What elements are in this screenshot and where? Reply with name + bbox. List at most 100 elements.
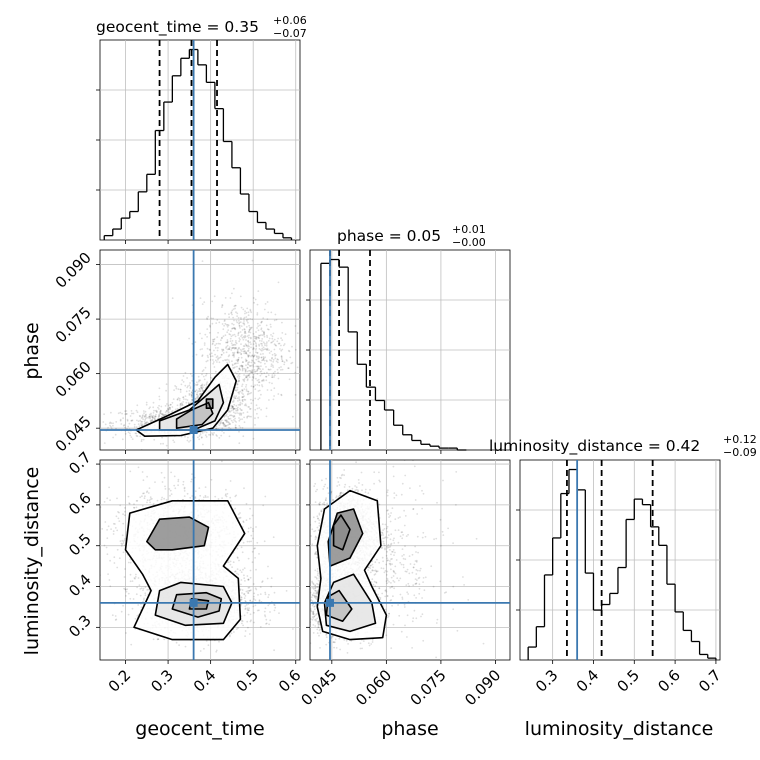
sample-point-geocent-time-vs-luminosity-distance bbox=[131, 580, 134, 582]
sample-point-geocent-time-vs-phase bbox=[226, 344, 229, 347]
sample-point-geocent-time-vs-phase bbox=[233, 319, 235, 322]
sample-point-geocent-time-vs-phase bbox=[251, 359, 253, 362]
sample-point-geocent-time-vs-luminosity-distance bbox=[240, 598, 243, 601]
sample-point-geocent-time-vs-phase bbox=[236, 360, 239, 363]
sample-point-geocent-time-vs-phase bbox=[215, 356, 218, 359]
sample-point-geocent-time-vs-phase bbox=[264, 356, 267, 359]
sample-point-geocent-time-vs-luminosity-distance bbox=[116, 529, 119, 532]
sample-point-geocent-time-vs-phase bbox=[248, 361, 251, 364]
panel-2d-geocent-time-vs-phase bbox=[99, 249, 301, 451]
sample-point-geocent-time-vs-phase bbox=[237, 358, 239, 361]
sample-point-geocent-time-vs-phase bbox=[252, 385, 255, 388]
sample-point-geocent-time-vs-phase bbox=[221, 427, 224, 430]
sample-point-geocent-time-vs-phase bbox=[232, 316, 235, 319]
sample-point-geocent-time-vs-phase bbox=[247, 344, 250, 347]
sample-point-geocent-time-vs-phase bbox=[154, 418, 156, 421]
sample-point-geocent-time-vs-phase bbox=[227, 324, 230, 327]
sample-point-geocent-time-vs-luminosity-distance bbox=[249, 613, 252, 616]
sample-point-geocent-time-vs-phase bbox=[139, 419, 142, 422]
sample-point-geocent-time-vs-phase bbox=[231, 344, 234, 346]
sample-point-geocent-time-vs-phase bbox=[173, 389, 176, 391]
sample-point-geocent-time-vs-phase bbox=[243, 395, 245, 398]
sample-point-geocent-time-vs-phase bbox=[208, 433, 210, 436]
sample-point-geocent-time-vs-phase bbox=[246, 415, 249, 418]
sample-point-geocent-time-vs-phase bbox=[258, 389, 261, 392]
sample-point-geocent-time-vs-phase bbox=[136, 419, 138, 422]
sample-point-geocent-time-vs-luminosity-distance bbox=[252, 605, 255, 608]
sample-point-geocent-time-vs-phase bbox=[238, 379, 240, 381]
sample-point-geocent-time-vs-phase bbox=[262, 353, 264, 355]
sample-point-geocent-time-vs-phase bbox=[117, 412, 120, 415]
sample-point-geocent-time-vs-phase bbox=[184, 435, 186, 438]
sample-point-geocent-time-vs-phase bbox=[196, 393, 198, 395]
sample-point-geocent-time-vs-phase bbox=[238, 322, 240, 325]
sample-point-geocent-time-vs-luminosity-distance bbox=[254, 587, 257, 590]
sample-point-geocent-time-vs-phase bbox=[261, 359, 263, 362]
sample-point-geocent-time-vs-phase bbox=[231, 322, 234, 325]
sample-point-geocent-time-vs-phase bbox=[241, 383, 244, 386]
sample-point-geocent-time-vs-luminosity-distance bbox=[267, 604, 270, 607]
sample-point-geocent-time-vs-luminosity-distance bbox=[146, 501, 148, 504]
sample-point-geocent-time-vs-luminosity-distance bbox=[252, 583, 255, 585]
sample-point-geocent-time-vs-phase bbox=[179, 403, 182, 405]
sample-point-geocent-time-vs-phase bbox=[232, 400, 235, 403]
sample-point-geocent-time-vs-phase bbox=[256, 412, 258, 415]
sample-point-geocent-time-vs-phase bbox=[150, 415, 153, 418]
sample-point-geocent-time-vs-phase bbox=[131, 419, 134, 422]
sample-point-geocent-time-vs-phase bbox=[216, 349, 219, 352]
sample-point-geocent-time-vs-phase bbox=[169, 407, 171, 410]
sample-point-geocent-time-vs-phase bbox=[190, 394, 193, 396]
sample-point-geocent-time-vs-phase bbox=[199, 297, 202, 299]
sample-point-geocent-time-vs-phase bbox=[237, 362, 239, 364]
sample-point-geocent-time-vs-phase bbox=[266, 341, 268, 344]
sample-point-geocent-time-vs-phase bbox=[231, 406, 234, 408]
sample-point-geocent-time-vs-phase bbox=[167, 404, 170, 407]
sample-point-geocent-time-vs-phase bbox=[194, 390, 197, 393]
sample-point-geocent-time-vs-phase bbox=[281, 321, 283, 324]
sample-point-geocent-time-vs-luminosity-distance bbox=[120, 545, 123, 547]
sample-point-geocent-time-vs-phase bbox=[238, 368, 241, 370]
sample-point-geocent-time-vs-phase bbox=[191, 391, 193, 394]
sample-point-geocent-time-vs-phase bbox=[237, 331, 240, 334]
sample-point-geocent-time-vs-luminosity-distance bbox=[177, 484, 180, 487]
sample-point-geocent-time-vs-phase bbox=[236, 351, 239, 354]
sample-point-geocent-time-vs-phase bbox=[171, 410, 174, 412]
sample-point-geocent-time-vs-luminosity-distance bbox=[254, 557, 256, 559]
sample-point-geocent-time-vs-phase bbox=[226, 361, 229, 364]
sample-point-geocent-time-vs-phase bbox=[224, 312, 227, 315]
sample-point-geocent-time-vs-phase bbox=[266, 336, 269, 338]
sample-point-geocent-time-vs-phase bbox=[222, 424, 225, 426]
sample-point-geocent-time-vs-luminosity-distance bbox=[120, 610, 123, 613]
sample-point-geocent-time-vs-phase bbox=[236, 315, 239, 317]
sample-point-geocent-time-vs-phase bbox=[229, 337, 232, 340]
sample-point-geocent-time-vs-phase bbox=[205, 373, 208, 375]
sample-point-geocent-time-vs-phase bbox=[149, 406, 152, 409]
sample-point-geocent-time-vs-phase bbox=[240, 350, 243, 352]
sample-point-geocent-time-vs-phase bbox=[236, 321, 239, 324]
sample-point-geocent-time-vs-phase bbox=[259, 349, 262, 351]
sample-point-geocent-time-vs-phase bbox=[234, 344, 237, 346]
sample-point-geocent-time-vs-phase bbox=[237, 334, 240, 336]
sample-point-geocent-time-vs-phase bbox=[268, 337, 271, 340]
sample-point-geocent-time-vs-phase bbox=[265, 324, 268, 327]
sample-point-geocent-time-vs-phase bbox=[250, 337, 252, 340]
sample-point-geocent-time-vs-phase bbox=[238, 375, 241, 378]
sample-point-geocent-time-vs-luminosity-distance bbox=[104, 521, 107, 523]
sample-point-geocent-time-vs-luminosity-distance bbox=[278, 612, 280, 614]
sample-point-geocent-time-vs-luminosity-distance bbox=[114, 527, 117, 529]
sample-point-geocent-time-vs-luminosity-distance bbox=[105, 546, 108, 549]
sample-point-geocent-time-vs-phase bbox=[259, 353, 262, 356]
sample-point-geocent-time-vs-phase bbox=[241, 348, 244, 351]
sample-point-geocent-time-vs-phase bbox=[133, 423, 136, 426]
sample-point-geocent-time-vs-phase bbox=[202, 375, 205, 378]
sample-point-geocent-time-vs-phase bbox=[268, 381, 271, 384]
sample-point-geocent-time-vs-phase bbox=[213, 295, 216, 298]
sample-point-geocent-time-vs-phase bbox=[197, 394, 200, 397]
sample-point-geocent-time-vs-phase bbox=[231, 313, 233, 316]
sample-point-geocent-time-vs-phase bbox=[247, 392, 250, 395]
sample-point-geocent-time-vs-phase bbox=[187, 385, 189, 387]
sample-point-geocent-time-vs-phase bbox=[164, 411, 167, 414]
sample-point-geocent-time-vs-phase bbox=[235, 389, 238, 392]
sample-point-geocent-time-vs-luminosity-distance bbox=[224, 494, 227, 497]
sample-point-geocent-time-vs-phase bbox=[272, 398, 275, 401]
